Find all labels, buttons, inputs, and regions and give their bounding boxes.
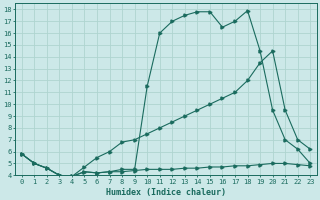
X-axis label: Humidex (Indice chaleur): Humidex (Indice chaleur) <box>106 188 226 197</box>
